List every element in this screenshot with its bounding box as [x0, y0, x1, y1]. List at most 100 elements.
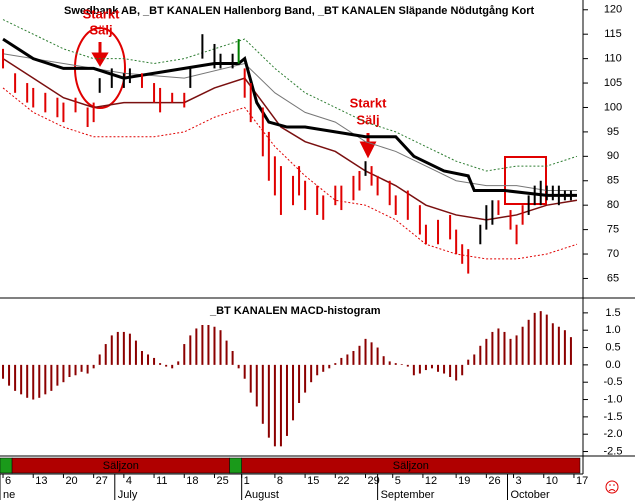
histogram-bar [334, 363, 337, 365]
month-label: October [511, 489, 550, 501]
zone [241, 457, 581, 474]
histogram-bar [122, 331, 125, 365]
histogram-bar [231, 351, 234, 365]
y-tick-label: 115 [604, 28, 622, 40]
annotation: Starkt [83, 6, 121, 21]
histogram-bar [443, 364, 446, 374]
histogram-bar [273, 364, 276, 447]
chart-title: Swedbank AB, _BT KANALEN Hallenborg Band… [64, 5, 535, 17]
histogram-bar [237, 364, 240, 369]
histogram-bar [328, 364, 331, 369]
histogram-bar [364, 338, 367, 365]
histogram-bar [376, 347, 379, 365]
histogram-bar [298, 364, 301, 403]
histogram-bar [304, 364, 307, 393]
histogram-bar [370, 342, 373, 365]
highlight-box [504, 156, 547, 205]
histogram-bar [261, 364, 264, 424]
indicator-line [2, 53, 577, 192]
y-tick-label: 1.0 [605, 324, 620, 336]
histogram-bar [310, 364, 313, 383]
month-label: July [118, 489, 138, 501]
histogram-bar [497, 328, 500, 365]
histogram-bar [467, 359, 470, 365]
histogram-bar [515, 335, 518, 365]
x-tick-label: 13 [35, 475, 47, 487]
histogram-bar [243, 364, 246, 379]
histogram-bar [20, 364, 23, 395]
histogram-bar [98, 354, 101, 365]
histogram-bar [509, 338, 512, 365]
histogram-bar [219, 330, 222, 365]
chart-title: _BT KANALEN MACD-histogram [209, 305, 381, 317]
histogram-bar [557, 326, 560, 365]
histogram-bar [116, 331, 119, 365]
histogram-bar [80, 364, 83, 372]
x-tick-label: 6 [5, 475, 11, 487]
x-tick-label: 19 [458, 475, 470, 487]
histogram-bar [92, 364, 95, 369]
histogram-bar [189, 335, 192, 365]
histogram-bar [68, 364, 71, 377]
histogram-bar [533, 312, 536, 365]
annotation: Sälj [89, 22, 112, 37]
histogram-bar [201, 325, 204, 365]
histogram-bar [569, 337, 572, 365]
y-tick-label: 90 [607, 150, 619, 162]
indicator-line [2, 87, 578, 260]
histogram-bar [352, 351, 355, 365]
x-tick-label: 29 [368, 475, 380, 487]
histogram-bar [110, 335, 113, 365]
histogram-bar [62, 364, 65, 383]
histogram-bar [292, 364, 295, 421]
y-tick-label: 85 [607, 175, 619, 187]
x-tick-label: 12 [425, 475, 437, 487]
histogram-bar [8, 364, 11, 386]
x-tick-label: 3 [516, 475, 522, 487]
histogram-bar [147, 354, 150, 365]
histogram-bar [165, 364, 168, 367]
histogram-bar [225, 340, 228, 365]
histogram-bar [38, 364, 41, 398]
histogram-bar [2, 364, 5, 379]
histogram-bar [14, 364, 17, 391]
y-tick-label: 120 [604, 4, 622, 16]
histogram-bar [134, 340, 137, 365]
indicator-line [2, 57, 578, 221]
x-tick-label: 10 [546, 475, 558, 487]
indicator-line [2, 37, 577, 197]
y-tick-label: 70 [607, 248, 619, 260]
histogram-bar [539, 311, 542, 365]
histogram-bar [316, 364, 319, 376]
y-tick-label: 65 [607, 272, 619, 284]
histogram-bar [358, 345, 361, 365]
histogram-bar [479, 345, 482, 365]
histogram-bar [545, 314, 548, 365]
histogram-bar [249, 364, 252, 393]
histogram-bar [503, 331, 506, 365]
x-tick-label: 15 [307, 475, 319, 487]
zone-label: Säljzon [393, 460, 429, 472]
x-tick-label: 26 [488, 475, 500, 487]
histogram-bar [449, 364, 452, 377]
histogram-bar [285, 364, 288, 436]
zone-label: Säljzon [103, 460, 139, 472]
y-tick-label: -2.0 [604, 428, 623, 440]
histogram-bar [430, 364, 433, 369]
frown-icon [605, 480, 619, 494]
histogram-bar [382, 356, 385, 365]
x-tick-label: 17 [576, 475, 588, 487]
histogram-bar [207, 325, 210, 365]
y-tick-label: 0.0 [605, 359, 620, 371]
histogram-bar [346, 354, 349, 365]
histogram-bar [461, 364, 464, 376]
month-label: September [381, 489, 435, 501]
histogram-bar [418, 364, 421, 374]
y-tick-label: 100 [604, 101, 622, 113]
zone [0, 457, 13, 474]
histogram-bar [195, 328, 198, 365]
histogram-bar [183, 344, 186, 365]
